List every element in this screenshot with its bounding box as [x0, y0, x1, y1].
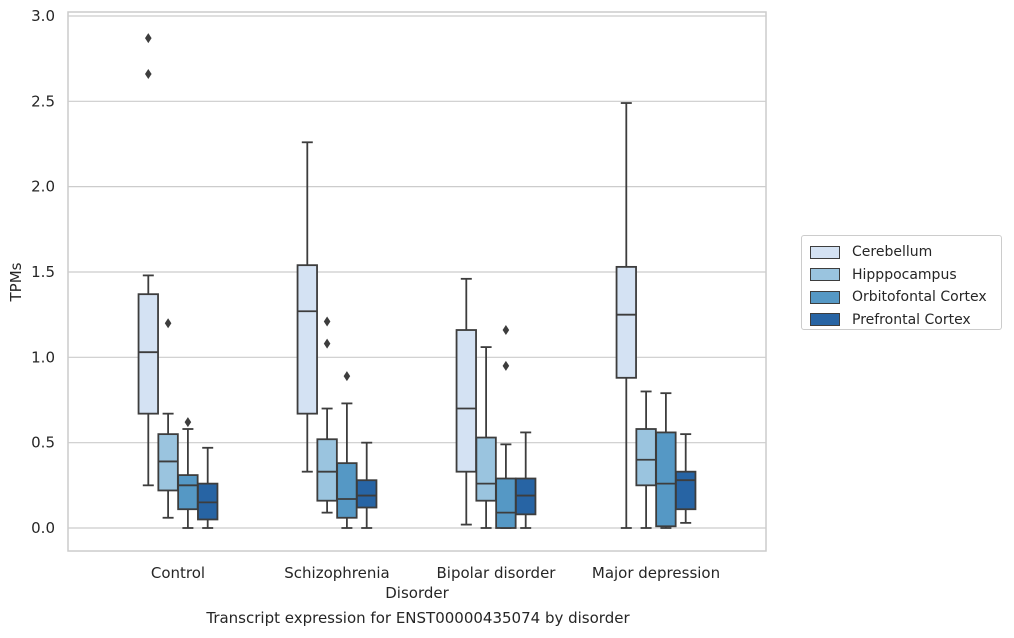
legend-label: Cerebellum	[852, 244, 933, 261]
box-series	[137, 33, 697, 529]
outlier-point	[343, 371, 351, 382]
x-tick-labels: Control Schizophrenia Bipolar disorder Majo…	[151, 564, 720, 582]
box-prefrontal-cortex-1	[356, 441, 378, 529]
box-iqr	[655, 431, 677, 528]
box-iqr	[356, 479, 378, 509]
box-iqr	[615, 265, 637, 379]
y-tick-label: 2.5	[31, 92, 55, 110]
box-hipppocampus-1	[316, 316, 338, 514]
legend-item: Cerebellum	[810, 241, 1001, 264]
legend-item: Orbitofontal Cortex	[810, 286, 1001, 309]
box-iqr	[137, 293, 159, 415]
y-tick-label: 1.0	[31, 348, 55, 366]
outlier-point	[323, 316, 331, 327]
box-cerebellum-2	[455, 277, 477, 526]
box-iqr	[475, 436, 497, 502]
outlier-point	[184, 417, 192, 428]
plot-frame	[67, 11, 767, 552]
y-tick-labels: 0.0 0.5 1.0 1.5 2.0 2.5 3.0	[31, 7, 55, 537]
legend-label: Hipppocampus	[852, 266, 957, 283]
x-tick-label: Bipolar disorder	[437, 564, 557, 582]
y-axis-label: TPMs	[7, 262, 25, 302]
x-tick-label: Schizophrenia	[284, 564, 389, 582]
legend-item: Prefrontal Cortex	[810, 309, 1001, 332]
box-iqr	[455, 329, 477, 473]
legend-swatch	[810, 290, 840, 304]
y-tick-label: 2.0	[31, 178, 55, 196]
box-iqr	[336, 462, 358, 519]
legend-label: Orbitofontal Cortex	[852, 289, 987, 306]
box-iqr	[675, 470, 697, 511]
outlier-point	[502, 360, 510, 371]
legend: Cerebellum Hipppocampus Orbitofontal Corte…	[801, 235, 1002, 330]
box-prefrontal-cortex-3	[675, 433, 697, 524]
outlier-point	[164, 318, 172, 329]
box-hipppocampus-3	[635, 390, 657, 529]
outlier-point	[502, 325, 510, 336]
x-axis-label: Disorder	[385, 584, 449, 602]
outlier-point	[323, 338, 331, 349]
legend-swatch	[810, 313, 840, 327]
y-tick-label: 1.5	[31, 263, 55, 281]
y-tick-label: 0.0	[31, 519, 55, 537]
box-iqr	[316, 438, 338, 502]
box-cerebellum-3	[615, 102, 637, 529]
box-iqr	[296, 264, 318, 415]
chart-caption: Transcript expression for ENST0000043507…	[206, 609, 630, 627]
outlier-point	[145, 69, 152, 80]
box-iqr	[177, 474, 199, 511]
legend-label: Prefrontal Cortex	[852, 311, 971, 328]
box-orbitofontal-cortex-2	[495, 325, 517, 529]
y-tick-label: 3.0	[31, 7, 55, 25]
box-hipppocampus-2	[475, 346, 497, 529]
box-prefrontal-cortex-2	[515, 431, 537, 529]
outlier-point	[145, 33, 152, 44]
box-hipppocampus-0	[157, 318, 179, 519]
x-tick-label: Control	[151, 564, 205, 582]
box-iqr	[635, 428, 657, 487]
box-cerebellum-0	[137, 33, 159, 487]
legend-swatch	[810, 245, 840, 259]
box-prefrontal-cortex-0	[197, 446, 219, 529]
box-cerebellum-1	[296, 141, 318, 473]
y-tick-label: 0.5	[31, 434, 55, 452]
box-iqr	[495, 477, 517, 529]
legend-item: Hipppocampus	[810, 264, 1001, 287]
x-tick-label: Major depression	[592, 564, 720, 582]
legend-swatch	[810, 268, 840, 282]
